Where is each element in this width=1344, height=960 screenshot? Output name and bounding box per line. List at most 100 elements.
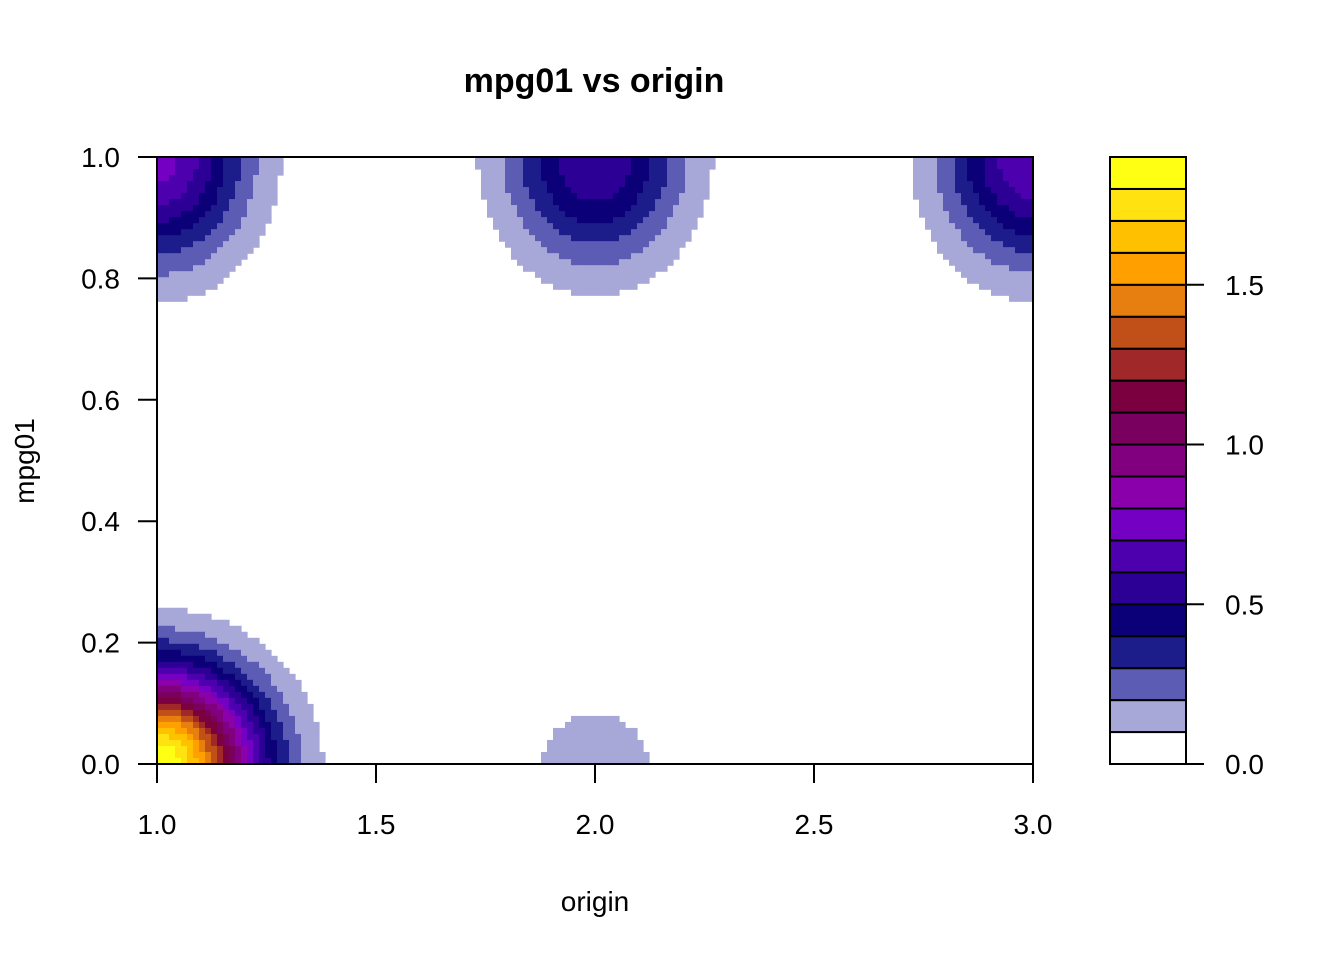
contour-cell (553, 259, 560, 266)
contour-cell (931, 223, 938, 230)
contour-cell (541, 217, 548, 224)
contour-cell (205, 163, 212, 170)
contour-cell (955, 247, 962, 254)
contour-cell (937, 175, 944, 182)
contour-cell (967, 187, 974, 194)
contour-cell (571, 247, 578, 254)
contour-cell (601, 733, 608, 741)
contour-cell (655, 241, 662, 248)
contour-cell (163, 619, 170, 627)
contour-cell (913, 163, 920, 170)
contour-cell (235, 253, 242, 260)
contour-cell (229, 199, 236, 206)
contour-cell (229, 217, 236, 224)
contour-cell (547, 199, 554, 206)
contour-cell (253, 733, 260, 741)
contour-cell (955, 187, 962, 194)
contour-cell (247, 721, 254, 729)
contour-cell (961, 253, 968, 260)
contour-cell (265, 733, 272, 741)
contour-cell (619, 181, 626, 188)
contour-cell (169, 655, 176, 663)
contour-cell (175, 703, 182, 711)
contour-cell (601, 259, 608, 266)
contour-cell (589, 163, 596, 170)
contour-cell (913, 193, 920, 200)
contour-cell (187, 175, 194, 182)
contour-cell (1015, 175, 1022, 182)
contour-cell (241, 679, 248, 687)
contour-cell (631, 733, 638, 741)
contour-cell (1027, 217, 1034, 224)
contour-cell (517, 205, 524, 212)
contour-cell (925, 223, 932, 230)
contour-cell (1003, 175, 1010, 182)
contour-cell (481, 193, 488, 200)
contour-cell (211, 277, 218, 284)
contour-cell (655, 199, 662, 206)
contour-cell (1003, 193, 1010, 200)
contour-cell (973, 247, 980, 254)
contour-cell (583, 739, 590, 747)
contour-cell (241, 637, 248, 645)
contour-cell (919, 157, 926, 164)
contour-cell (931, 205, 938, 212)
contour-cell (967, 169, 974, 176)
contour-cell (199, 619, 206, 627)
contour-cell (625, 217, 632, 224)
contour-cell (973, 265, 980, 272)
contour-cell (505, 217, 512, 224)
contour-cell (943, 235, 950, 242)
contour-cell (595, 235, 602, 242)
contour-cell (199, 277, 206, 284)
contour-cell (547, 739, 554, 747)
contour-cell (157, 157, 164, 164)
contour-cell (595, 259, 602, 266)
contour-cell (595, 253, 602, 260)
contour-cell (481, 181, 488, 188)
contour-cell (307, 745, 314, 753)
contour-cell (577, 745, 584, 753)
contour-cell (979, 265, 986, 272)
contour-cell (625, 727, 632, 735)
contour-cell (589, 187, 596, 194)
contour-cell (241, 169, 248, 176)
contour-cell (529, 217, 536, 224)
contour-cell (175, 655, 182, 663)
contour-cell (631, 283, 638, 290)
contour-cell (157, 757, 164, 765)
contour-cell (169, 235, 176, 242)
contour-cell (181, 721, 188, 729)
contour-cell (247, 187, 254, 194)
contour-cell (595, 169, 602, 176)
contour-cell (169, 205, 176, 212)
contour-cell (607, 235, 614, 242)
contour-cell (505, 193, 512, 200)
contour-cell (595, 727, 602, 735)
contour-cell (313, 733, 320, 741)
contour-cell (961, 265, 968, 272)
contour-cell (1009, 259, 1016, 266)
contour-cell (265, 193, 272, 200)
contour-cell (223, 229, 230, 236)
contour-cell (535, 235, 542, 242)
contour-cell (913, 181, 920, 188)
contour-cell (211, 181, 218, 188)
contour-cell (571, 277, 578, 284)
contour-cell (607, 175, 614, 182)
contour-cell (301, 751, 308, 759)
contour-cell (931, 211, 938, 218)
contour-cell (247, 217, 254, 224)
contour-cell (931, 193, 938, 200)
contour-cell (157, 169, 164, 176)
contour-cell (241, 175, 248, 182)
contour-cell (541, 253, 548, 260)
contour-cell (1021, 277, 1028, 284)
contour-cell (259, 739, 266, 747)
contour-cell (229, 211, 236, 218)
contour-cell (1015, 229, 1022, 236)
contour-cell (199, 247, 206, 254)
contour-cell (583, 169, 590, 176)
contour-cell (1003, 235, 1010, 242)
contour-cell (193, 715, 200, 723)
